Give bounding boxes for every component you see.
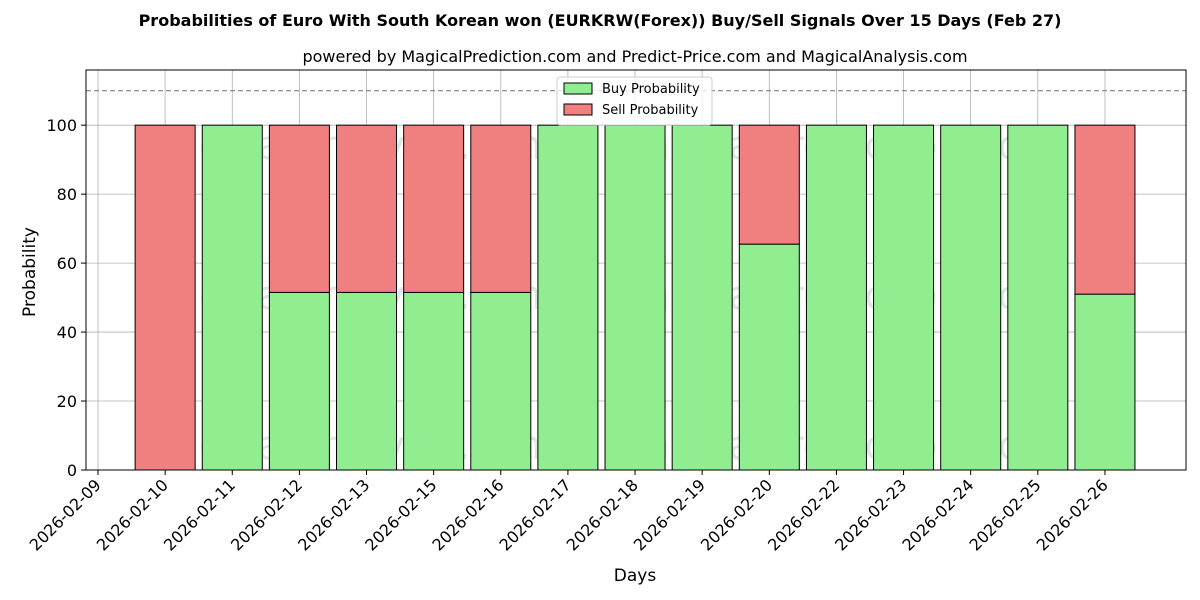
buy-bar-2026-02-18 [604, 124, 666, 471]
sell-bar-2026-02-16 [470, 124, 532, 293]
legend-label-buy: Buy Probability [602, 82, 700, 97]
y-tick-label: 80 [57, 185, 77, 204]
legend-swatch-sell [563, 103, 593, 116]
y-tick-label: 40 [57, 323, 77, 342]
bar-layer [86, 90, 1186, 471]
legend-swatch-buy [563, 82, 593, 95]
x-axis-label: Days [614, 566, 657, 586]
buy-bar-2026-02-11 [201, 124, 263, 471]
y-tick-label: 100 [46, 116, 77, 135]
chart-title: Probabilities of Euro With South Korean … [139, 11, 1062, 30]
sell-bar-2026-02-10 [134, 124, 196, 471]
sell-bar-2026-02-15 [403, 124, 465, 293]
chart-subtitle: powered by MagicalPrediction.com and Pre… [302, 47, 967, 66]
legend-box [556, 76, 713, 126]
buy-bar-2026-02-13 [336, 291, 398, 471]
buy-bar-2026-02-15 [403, 291, 465, 471]
sell-bar-2026-02-26 [1074, 124, 1136, 295]
buy-bar-2026-02-26 [1074, 293, 1136, 471]
y-tick-label: 0 [67, 461, 77, 480]
sell-bar-2026-02-20 [738, 124, 800, 245]
plot-frame [85, 69, 1187, 471]
buy-bar-2026-02-16 [470, 291, 532, 471]
x-tick-label: 2026-02-26 [1033, 475, 1112, 554]
sell-bar-2026-02-13 [336, 124, 398, 293]
y-tick-label: 20 [57, 392, 77, 411]
buy-bar-2026-02-24 [940, 124, 1002, 471]
buy-bar-2026-02-12 [268, 291, 330, 471]
legend-label-sell: Sell Probability [602, 103, 699, 118]
buy-bar-2026-02-17 [537, 124, 599, 471]
buy-bar-2026-02-25 [1007, 124, 1069, 471]
sell-bar-2026-02-12 [268, 124, 330, 293]
y-tick-label: 60 [57, 254, 77, 273]
buy-bar-2026-02-20 [738, 243, 800, 471]
y-axis-label: Probability [20, 227, 40, 317]
legend: Buy Probability Sell Probability [556, 76, 713, 126]
buy-bar-2026-02-22 [805, 124, 867, 471]
buy-bar-2026-02-19 [671, 124, 733, 471]
buy-bar-2026-02-23 [873, 124, 935, 471]
